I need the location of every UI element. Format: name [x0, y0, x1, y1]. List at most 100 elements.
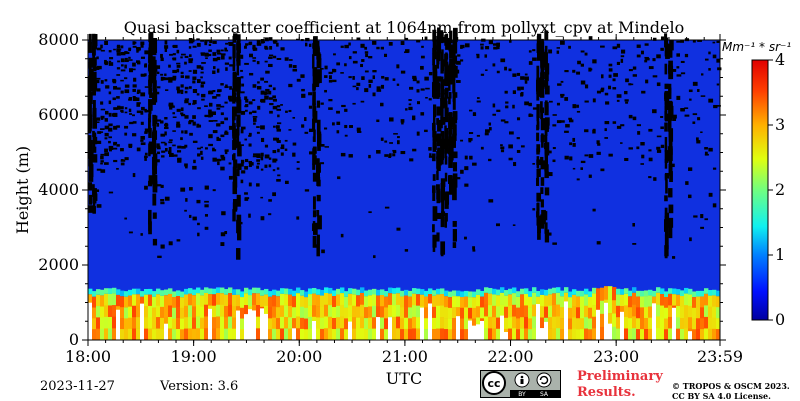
no-data-cell [308, 128, 313, 133]
boundary-layer-cell [304, 318, 309, 330]
no-data-cell [317, 46, 320, 58]
no-data-cell [113, 159, 118, 163]
no-data-cell [128, 98, 132, 101]
no-data-cell [248, 41, 253, 45]
no-data-cell [460, 59, 464, 62]
no-data-cell [488, 158, 492, 162]
boundary-layer-cell [100, 306, 105, 318]
transition-cell [368, 289, 373, 296]
no-data-cell [264, 80, 269, 83]
boundary-layer-cell [524, 305, 529, 318]
no-data-cell [668, 159, 673, 169]
no-data-cell [717, 67, 722, 71]
boundary-layer-cell [380, 328, 385, 341]
no-data-cell [152, 212, 157, 219]
no-data-cell [356, 127, 361, 132]
no-data-cell [220, 121, 225, 125]
no-data-cell [272, 158, 278, 162]
no-data-cell [436, 82, 441, 98]
transition-cell [88, 288, 93, 295]
transition-cell [388, 287, 393, 294]
no-data-cell [96, 189, 100, 192]
boundary-layer-cell [504, 317, 509, 330]
no-data-cell [169, 53, 173, 56]
no-data-cell [276, 105, 281, 108]
no-data-cell [204, 200, 209, 203]
boundary-layer-cell [656, 292, 661, 305]
boundary-layer-cell [264, 305, 269, 318]
no-data-cell [196, 93, 200, 96]
footer-date: 2023-11-27 [40, 379, 115, 394]
boundary-layer-cell [356, 328, 361, 341]
no-data-cell [664, 41, 668, 57]
boundary-layer-cell [692, 318, 697, 330]
transition-cell [696, 290, 701, 297]
boundary-layer-cell [184, 328, 189, 341]
no-data-cell [312, 43, 317, 49]
no-data-cell [308, 92, 313, 96]
no-data-cell [108, 140, 111, 144]
cc-by-sa-badge: cc BY SA [480, 370, 561, 398]
boundary-layer-cell [364, 307, 369, 319]
no-data-cell [500, 149, 505, 153]
boundary-layer-cell [580, 329, 585, 341]
boundary-layer-cell [144, 317, 149, 329]
no-data-cell [348, 42, 351, 46]
no-data-cell [160, 73, 164, 76]
transition-cell [192, 289, 197, 296]
no-data-cell [260, 125, 265, 130]
no-data-cell [557, 83, 562, 86]
no-data-cell [584, 100, 589, 103]
no-data-cell [209, 40, 213, 44]
boundary-layer-cell [104, 305, 109, 318]
no-data-cell [149, 87, 152, 95]
boundary-layer-cell [456, 307, 461, 319]
no-data-cell [320, 102, 324, 105]
boundary-layer-cell [212, 305, 217, 318]
no-data-cell [428, 147, 432, 151]
no-data-cell [616, 99, 620, 102]
boundary-layer-cell [528, 329, 533, 341]
no-data-cell [437, 119, 442, 132]
no-data-cell [277, 122, 282, 125]
no-data-cell [445, 213, 448, 222]
boundary-layer-cell [652, 296, 657, 308]
no-data-cell [296, 78, 301, 82]
no-data-cell [444, 172, 448, 182]
no-data-cell [316, 234, 320, 245]
no-data-cell [144, 50, 149, 55]
no-data-cell [228, 162, 232, 165]
no-data-cell [149, 106, 152, 114]
boundary-layer-cell [288, 294, 293, 307]
transition-cell [500, 287, 505, 293]
boundary-layer-cell [96, 328, 101, 341]
no-data-cell [133, 77, 137, 82]
no-data-cell [397, 136, 400, 139]
no-data-cell [221, 156, 226, 161]
no-data-cell [240, 110, 246, 115]
no-data-cell [668, 121, 671, 131]
no-data-cell [197, 232, 200, 237]
boundary-layer-cell [268, 329, 273, 341]
no-data-cell [272, 98, 277, 102]
no-data-cell [256, 153, 261, 157]
no-data-cell [200, 84, 204, 88]
no-data-cell [508, 144, 513, 149]
boundary-layer-cell [608, 286, 613, 300]
transition-cell [100, 289, 105, 296]
no-data-cell [88, 205, 93, 213]
no-data-cell [668, 217, 674, 228]
boundary-layer-cell [352, 317, 357, 329]
no-data-cell [216, 94, 221, 97]
no-data-cell [252, 57, 257, 59]
no-data-cell [180, 56, 183, 59]
no-data-cell [113, 143, 117, 146]
no-data-cell [436, 76, 442, 82]
boundary-layer-cell [664, 297, 669, 309]
no-data-cell [432, 174, 436, 181]
boundary-layer-cell [512, 304, 517, 317]
boundary-layer-cell [496, 306, 501, 318]
boundary-layer-cell [460, 318, 465, 330]
no-data-cell [549, 100, 553, 103]
